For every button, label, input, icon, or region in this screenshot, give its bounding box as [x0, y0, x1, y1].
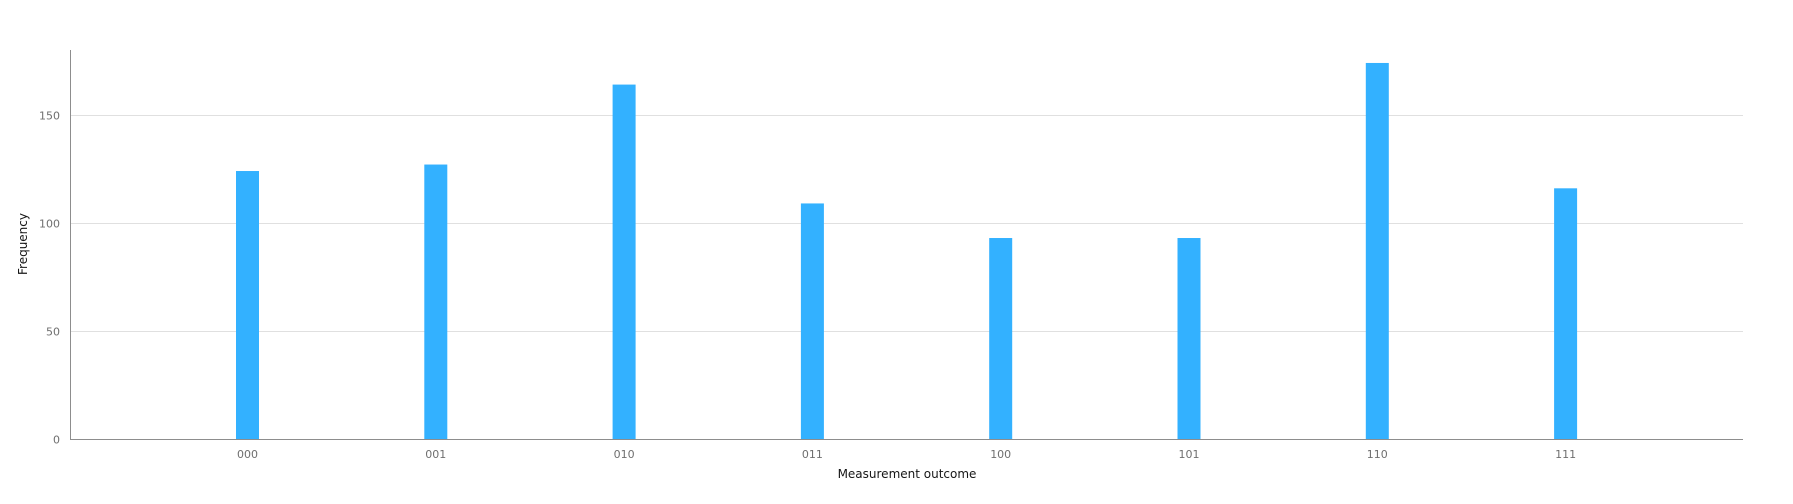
bar-011: [800, 203, 824, 439]
y-tick-label: 50: [46, 326, 60, 339]
y-tick-labels: 0 50 100 150: [39, 110, 60, 447]
x-tick-label: 100: [990, 448, 1011, 461]
bar-series: [236, 62, 1578, 440]
x-tick-labels: 000 001 010 011 100 101 110 111: [237, 448, 1576, 461]
x-axis-title: Measurement outcome: [838, 467, 977, 481]
x-tick-label: 111: [1555, 448, 1576, 461]
x-tick-label: 101: [1179, 448, 1200, 461]
y-tick-label: 100: [39, 218, 60, 231]
x-tick-label: 011: [802, 448, 823, 461]
y-axis-title: Frequency: [16, 213, 30, 275]
bar-001: [424, 164, 448, 440]
bar-000: [236, 171, 259, 439]
y-tick-label: 0: [53, 434, 60, 447]
y-gridlines: [70, 115, 1743, 332]
bar-010: [612, 84, 636, 440]
x-tick-label: 110: [1367, 448, 1388, 461]
bar-100: [989, 238, 1013, 439]
bar-101: [1177, 238, 1201, 439]
x-tick-label: 000: [237, 448, 258, 461]
x-tick-label: 001: [425, 448, 446, 461]
y-tick-label: 150: [39, 110, 60, 123]
bar-111: [1554, 188, 1578, 439]
bar-110: [1365, 62, 1389, 439]
x-tick-label: 010: [614, 448, 635, 461]
